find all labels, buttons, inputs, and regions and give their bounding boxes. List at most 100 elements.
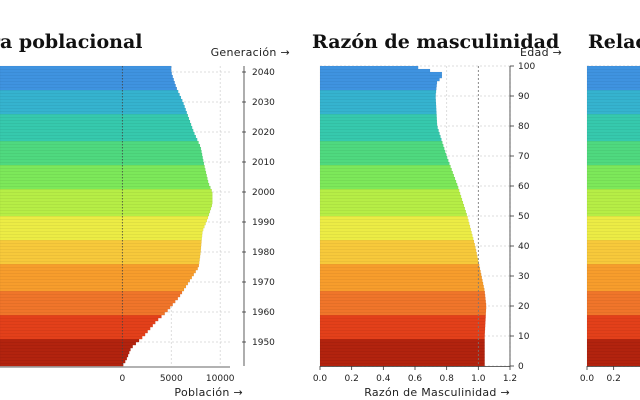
population-bar [0, 221, 206, 226]
sex-ratio-bar [319, 158, 449, 163]
sex-ratio-bar [319, 155, 448, 160]
third-panel-bar [586, 242, 640, 247]
sex-ratio-bar [319, 266, 481, 271]
population-bar [0, 305, 171, 310]
population-bar [0, 254, 201, 259]
population-bar [0, 344, 133, 349]
sex-ratio-bar [319, 362, 485, 367]
population-panel: ra poblacional 0 5000 10000 1950 1960 1970 198… [0, 31, 290, 399]
sex-ratio-y-tick-label: 0 [518, 362, 524, 372]
third-panel-bar [586, 158, 640, 163]
third-panel-bar [586, 134, 640, 139]
sex-ratio-bar [319, 98, 436, 103]
third-panel-bar [586, 98, 640, 103]
third-panel-bar [586, 182, 640, 187]
sex-ratio-bar [319, 164, 451, 169]
sex-ratio-bar [319, 272, 482, 277]
sex-ratio-bar [319, 260, 479, 265]
sex-ratio-bar [319, 80, 438, 85]
third-panel-bar [586, 356, 640, 361]
sex-ratio-bar [319, 359, 485, 364]
population-bar [0, 362, 124, 367]
population-bar [0, 200, 213, 205]
population-bar [0, 212, 210, 217]
third-panel-bar [586, 362, 640, 367]
sex-ratio-bar [319, 173, 455, 178]
population-bar [0, 80, 175, 85]
population-bar [0, 308, 168, 313]
third-panel-bar [586, 227, 640, 232]
population-bar [0, 140, 199, 145]
population-bar [0, 359, 126, 364]
sex-ratio-x-label: Razón de Masculinidad → [364, 386, 510, 399]
third-panel-bar [586, 224, 640, 229]
sex-ratio-bar [319, 116, 437, 121]
population-bar [0, 197, 213, 202]
sex-ratio-bar [319, 326, 486, 331]
third-panel-bar [586, 80, 640, 85]
sex-ratio-bar [319, 284, 484, 289]
third-panel-bar [586, 137, 640, 142]
sex-ratio-bar [319, 77, 440, 82]
population-bar [0, 236, 202, 241]
population-bar [0, 320, 156, 325]
sex-ratio-bar [319, 119, 438, 124]
population-bar [0, 143, 201, 148]
sex-ratio-y-label: Edad → [520, 46, 562, 59]
sex-ratio-bar [319, 170, 453, 175]
population-bar [0, 353, 129, 358]
sex-ratio-bar [319, 104, 437, 109]
population-bar [0, 77, 174, 82]
population-bar [0, 98, 183, 103]
third-panel-bar [586, 245, 640, 250]
third-panel-bar [586, 347, 640, 352]
sex-ratio-x-tick-label: 0.8 [440, 374, 455, 384]
population-bar [0, 203, 213, 208]
sex-ratio-bar [319, 149, 446, 154]
sex-ratio-y-tick-label: 90 [518, 92, 530, 102]
sex-ratio-bar [319, 338, 485, 343]
third-panel: Relac 0.0 0.2 [580, 31, 640, 384]
third-panel-bar [586, 353, 640, 358]
population-y-tick-label: 2040 [252, 68, 275, 78]
third-panel-bar [586, 74, 640, 79]
sex-ratio-x-tick-label: 0.6 [408, 374, 423, 384]
population-bar [0, 314, 162, 319]
population-bar [0, 275, 192, 280]
third-panel-bar [586, 350, 640, 355]
third-panel-bar [586, 200, 640, 205]
third-panel-bar [586, 293, 640, 298]
population-x-label: Población → [174, 386, 243, 399]
third-panel-bar [586, 341, 640, 346]
sex-ratio-bar [319, 185, 459, 190]
population-bar [0, 260, 200, 265]
third-panel-bar [586, 299, 640, 304]
sex-ratio-bar [319, 344, 485, 349]
third-panel-bar [586, 215, 640, 220]
population-bar [0, 293, 181, 298]
population-bar [0, 338, 140, 343]
sex-ratio-bar [319, 110, 437, 115]
population-bar [0, 119, 191, 124]
population-bar [0, 224, 205, 229]
third-panel-bar [586, 257, 640, 262]
sex-ratio-bar [319, 254, 478, 259]
third-panel-bar [586, 266, 640, 271]
sex-ratio-bar [319, 335, 485, 340]
sex-ratio-bar [319, 269, 481, 274]
third-panel-title: Relac [588, 31, 640, 53]
population-bar [0, 278, 191, 283]
sex-ratio-bar [319, 263, 480, 268]
sex-ratio-y-tick-label: 20 [518, 302, 530, 312]
population-bar [0, 89, 179, 94]
third-panel-bar [586, 128, 640, 133]
sex-ratio-bar [319, 314, 486, 319]
third-panel-bar [586, 212, 640, 217]
population-bar [0, 332, 146, 337]
population-bar [0, 191, 213, 196]
third-panel-bar [586, 308, 640, 313]
population-bar [0, 170, 207, 175]
third-panel-bar [586, 203, 640, 208]
sex-ratio-bar [319, 188, 460, 193]
third-panel-bar [586, 323, 640, 328]
